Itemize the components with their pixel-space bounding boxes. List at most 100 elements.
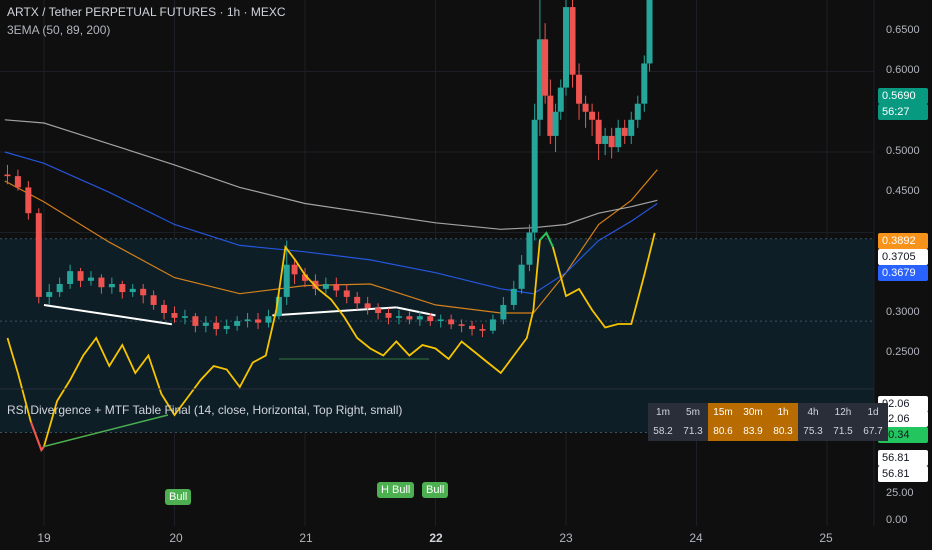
candle-body (634, 103, 641, 120)
candle-body (385, 313, 392, 318)
candle-countdown: 56:27 (878, 104, 928, 120)
candle-body (150, 295, 157, 305)
x-tick-24: 24 (689, 531, 703, 545)
candle-body (171, 313, 178, 318)
x-tick-23: 23 (559, 531, 573, 545)
rsi-tick-0: 0.00 (886, 514, 908, 526)
mtf-value-cell: 80.6 (708, 422, 738, 441)
rsi-divergence-line (43, 414, 169, 448)
ema-200-price-label: 0.3705 (878, 249, 928, 265)
candle-body (621, 127, 628, 136)
candle-body (4, 174, 11, 177)
candle-body (563, 7, 569, 88)
candle-body (542, 39, 549, 96)
x-tick-21: 21 (299, 531, 313, 545)
rsi-value-label-5: 56.81 (878, 466, 928, 482)
rsi-current-label: 80.34 (878, 427, 928, 443)
mtf-value-cell: 71.3 (678, 422, 708, 441)
mtf-value-cell: 58.2 (648, 422, 678, 441)
ema-89-price-label: 0.3679 (878, 265, 928, 281)
last-price-label: 0.5690 (878, 88, 928, 104)
candle-body (589, 111, 596, 120)
candle-body (275, 296, 282, 317)
candle-body (283, 264, 290, 297)
candle-body (510, 288, 517, 305)
candle-body (395, 316, 402, 318)
mtf-timeframe-cell: 15m (708, 403, 738, 422)
candle-body (213, 322, 220, 330)
candle-body (302, 274, 308, 281)
candle-body (547, 95, 554, 136)
candle-body (458, 324, 465, 326)
mtf-value-cell: 83.9 (738, 422, 768, 441)
bull-divergence-label: Bull (165, 489, 192, 505)
candle-body (641, 63, 648, 104)
mtf-value-cell: 71.5 (828, 422, 858, 441)
ema-50-price-label: 0.3892 (878, 233, 928, 249)
candle-body (161, 304, 168, 313)
candle-body (569, 7, 576, 75)
rsi-value-label-2: 92.06 (878, 411, 928, 427)
ema-line (4, 169, 658, 314)
candle-body (552, 111, 559, 136)
rsi-band-fill (0, 238, 874, 433)
divergence-trendline (396, 306, 436, 317)
mtf-value-cell: 75.3 (798, 422, 828, 441)
ema-line (4, 151, 658, 295)
candle-body (291, 264, 298, 275)
ema-line (4, 119, 658, 230)
candle-body (375, 308, 382, 313)
x-tick-22: 22 (429, 531, 443, 545)
candle-body (500, 304, 507, 320)
candle-body (526, 232, 533, 265)
candle-body (595, 119, 602, 144)
candle-body (427, 316, 434, 322)
candle-body (448, 319, 455, 325)
hidden-bull-divergence-label: H Bull (377, 482, 415, 498)
ema-indicator-label[interactable]: 3EMA (50, 89, 200) (7, 23, 111, 37)
candle-body (628, 119, 635, 136)
candle-body (437, 319, 444, 322)
candle-body (244, 319, 251, 322)
bull-divergence-label: Bull (422, 482, 449, 498)
candle-body (77, 271, 84, 281)
chart-title[interactable]: ARTX / Tether PERPETUAL FUTURES · 1h · M… (7, 5, 286, 19)
candle-body (25, 187, 32, 214)
rsi-oversold-segment (30, 421, 45, 453)
candle-body (56, 284, 63, 293)
rsi-value-label-4: 56.81 (878, 450, 928, 466)
candle-body (469, 325, 476, 330)
candle-body (406, 316, 413, 320)
candle-body (557, 87, 564, 112)
ema-lines (4, 119, 658, 314)
mtf-timeframe-cell: 1h (768, 403, 798, 422)
candle-body (479, 329, 486, 331)
candle-body (531, 119, 538, 233)
candle-body (354, 296, 361, 304)
x-tick-20: 20 (169, 531, 183, 545)
rsi-panel-background (0, 238, 874, 433)
rsi-indicator-label[interactable]: RSI Divergence + MTF Table Final (14, cl… (7, 403, 403, 417)
mtf-rsi-table: 1m 5m 15m 30m 1h 4h 12h 1d 58.2 71.3 80.6 83.9 80.3… (648, 403, 888, 441)
candle-body (129, 288, 136, 293)
candle-body (322, 284, 329, 289)
candle-body (602, 135, 609, 144)
candle-body (518, 264, 525, 289)
candle-body (192, 316, 199, 326)
divergence-trendline (43, 303, 173, 326)
candle-body (35, 213, 42, 297)
y-tick-0.5000: 0.5000 (886, 145, 920, 157)
candle-body (181, 316, 188, 318)
candle-body (108, 284, 115, 288)
candle-body (343, 290, 350, 297)
candle-body (333, 284, 340, 291)
candle-body (98, 277, 105, 288)
candle-body (46, 292, 53, 297)
rsi-series (6, 231, 656, 453)
y-tick-0.4500: 0.4500 (886, 185, 920, 197)
candle-body (489, 319, 496, 331)
candle-body (364, 303, 371, 309)
candle-body (119, 284, 126, 293)
candle-body (608, 135, 615, 148)
